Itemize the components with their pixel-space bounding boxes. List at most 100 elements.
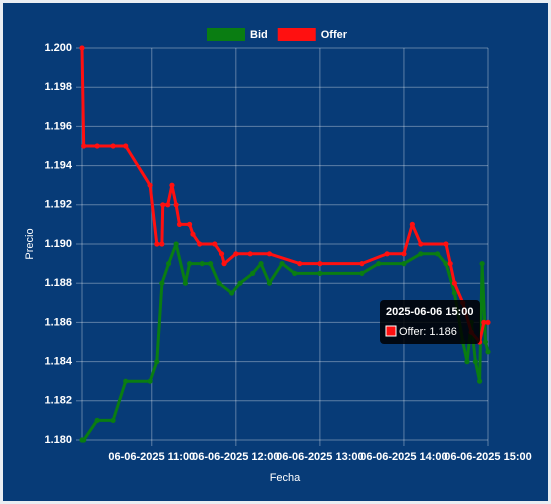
chart-background <box>3 3 548 501</box>
tooltip-swatch <box>385 325 397 337</box>
data-point <box>173 202 179 208</box>
data-point <box>479 261 485 267</box>
data-point <box>154 241 160 247</box>
data-point <box>123 378 129 384</box>
data-point <box>197 241 203 247</box>
data-point <box>359 270 365 276</box>
y-axis-title: Precio <box>24 228 36 259</box>
data-point <box>250 270 256 276</box>
data-point <box>165 261 172 267</box>
data-point <box>297 261 303 267</box>
data-point <box>186 221 193 227</box>
data-point <box>384 251 390 257</box>
data-point <box>247 251 253 257</box>
data-point <box>472 359 478 365</box>
data-point <box>190 231 196 237</box>
tooltip-box <box>380 300 480 344</box>
data-point <box>464 359 470 365</box>
legend-label: Bid <box>250 29 268 41</box>
data-point <box>443 261 449 267</box>
data-point <box>485 349 491 355</box>
data-point <box>233 251 239 257</box>
x-tick-label: 06-06-2025 13:00 <box>276 451 363 463</box>
tooltip-label: Offer: 1.186 <box>399 326 457 338</box>
y-tick-label: 1.180 <box>44 434 72 446</box>
tooltip-title: 2025-06-06 15:00 <box>386 306 473 318</box>
data-point <box>110 143 116 149</box>
data-point <box>94 417 100 423</box>
data-point <box>482 339 489 345</box>
data-point <box>221 261 227 267</box>
y-tick-label: 1.182 <box>44 395 72 407</box>
data-point <box>229 290 235 296</box>
data-point <box>159 241 165 247</box>
legend-swatch <box>277 28 316 41</box>
data-point <box>258 261 264 267</box>
data-point <box>212 241 218 247</box>
data-point <box>481 319 487 325</box>
y-tick-label: 1.188 <box>44 277 72 289</box>
data-point <box>443 241 449 247</box>
data-point <box>208 261 214 267</box>
data-point <box>447 261 453 267</box>
y-tick-label: 1.196 <box>44 120 72 132</box>
series-line <box>82 242 490 442</box>
data-point <box>401 251 407 257</box>
data-point <box>376 261 382 267</box>
data-point <box>123 143 129 149</box>
data-point <box>159 280 165 286</box>
data-point <box>160 202 166 208</box>
data-point <box>451 290 457 296</box>
y-tick-label: 1.200 <box>44 42 72 54</box>
data-point <box>154 359 160 365</box>
data-point <box>169 182 175 188</box>
data-point <box>165 202 171 208</box>
data-point <box>485 319 491 325</box>
data-point <box>79 45 85 51</box>
data-point <box>401 261 407 267</box>
y-tick-label: 1.184 <box>44 356 72 368</box>
data-point <box>317 261 323 267</box>
data-point <box>434 251 441 257</box>
data-point <box>182 280 188 286</box>
data-point <box>409 221 415 227</box>
data-point <box>418 251 424 257</box>
x-tick-label: 06-06-2025 12:00 <box>192 451 279 463</box>
y-tick-label: 1.198 <box>44 81 72 93</box>
y-tick-label: 1.190 <box>44 238 72 250</box>
data-point <box>199 261 205 267</box>
x-tick-label: 06-06-2025 11:00 <box>108 451 195 463</box>
data-point <box>176 221 183 227</box>
x-axis-title: Fecha <box>270 472 301 484</box>
x-tick-label: 06-06-2025 14:00 <box>360 451 447 463</box>
legend-swatch <box>207 28 245 41</box>
data-point <box>266 280 273 286</box>
data-point <box>81 143 87 149</box>
y-tick-label: 1.192 <box>44 199 72 211</box>
data-point <box>81 437 87 443</box>
legend-label: Offer <box>321 29 348 41</box>
data-point <box>94 143 100 149</box>
data-point <box>266 251 273 257</box>
data-point <box>216 280 222 286</box>
data-point <box>451 280 457 286</box>
x-tick-label: 06-06-2025 15:00 <box>444 451 531 463</box>
data-point <box>147 182 153 188</box>
data-point <box>147 378 153 384</box>
data-point <box>359 261 365 267</box>
data-point <box>186 261 193 267</box>
data-point <box>292 270 298 276</box>
data-point <box>418 241 424 247</box>
data-point <box>237 280 243 286</box>
legend: Bid Offer <box>207 28 348 41</box>
y-tick-label: 1.194 <box>44 160 72 172</box>
data-point <box>317 270 323 276</box>
data-point <box>110 417 116 423</box>
data-point <box>218 251 225 257</box>
y-tick-label: 1.186 <box>44 316 72 328</box>
data-point <box>279 261 285 267</box>
data-point <box>476 378 483 384</box>
data-point <box>173 241 179 247</box>
